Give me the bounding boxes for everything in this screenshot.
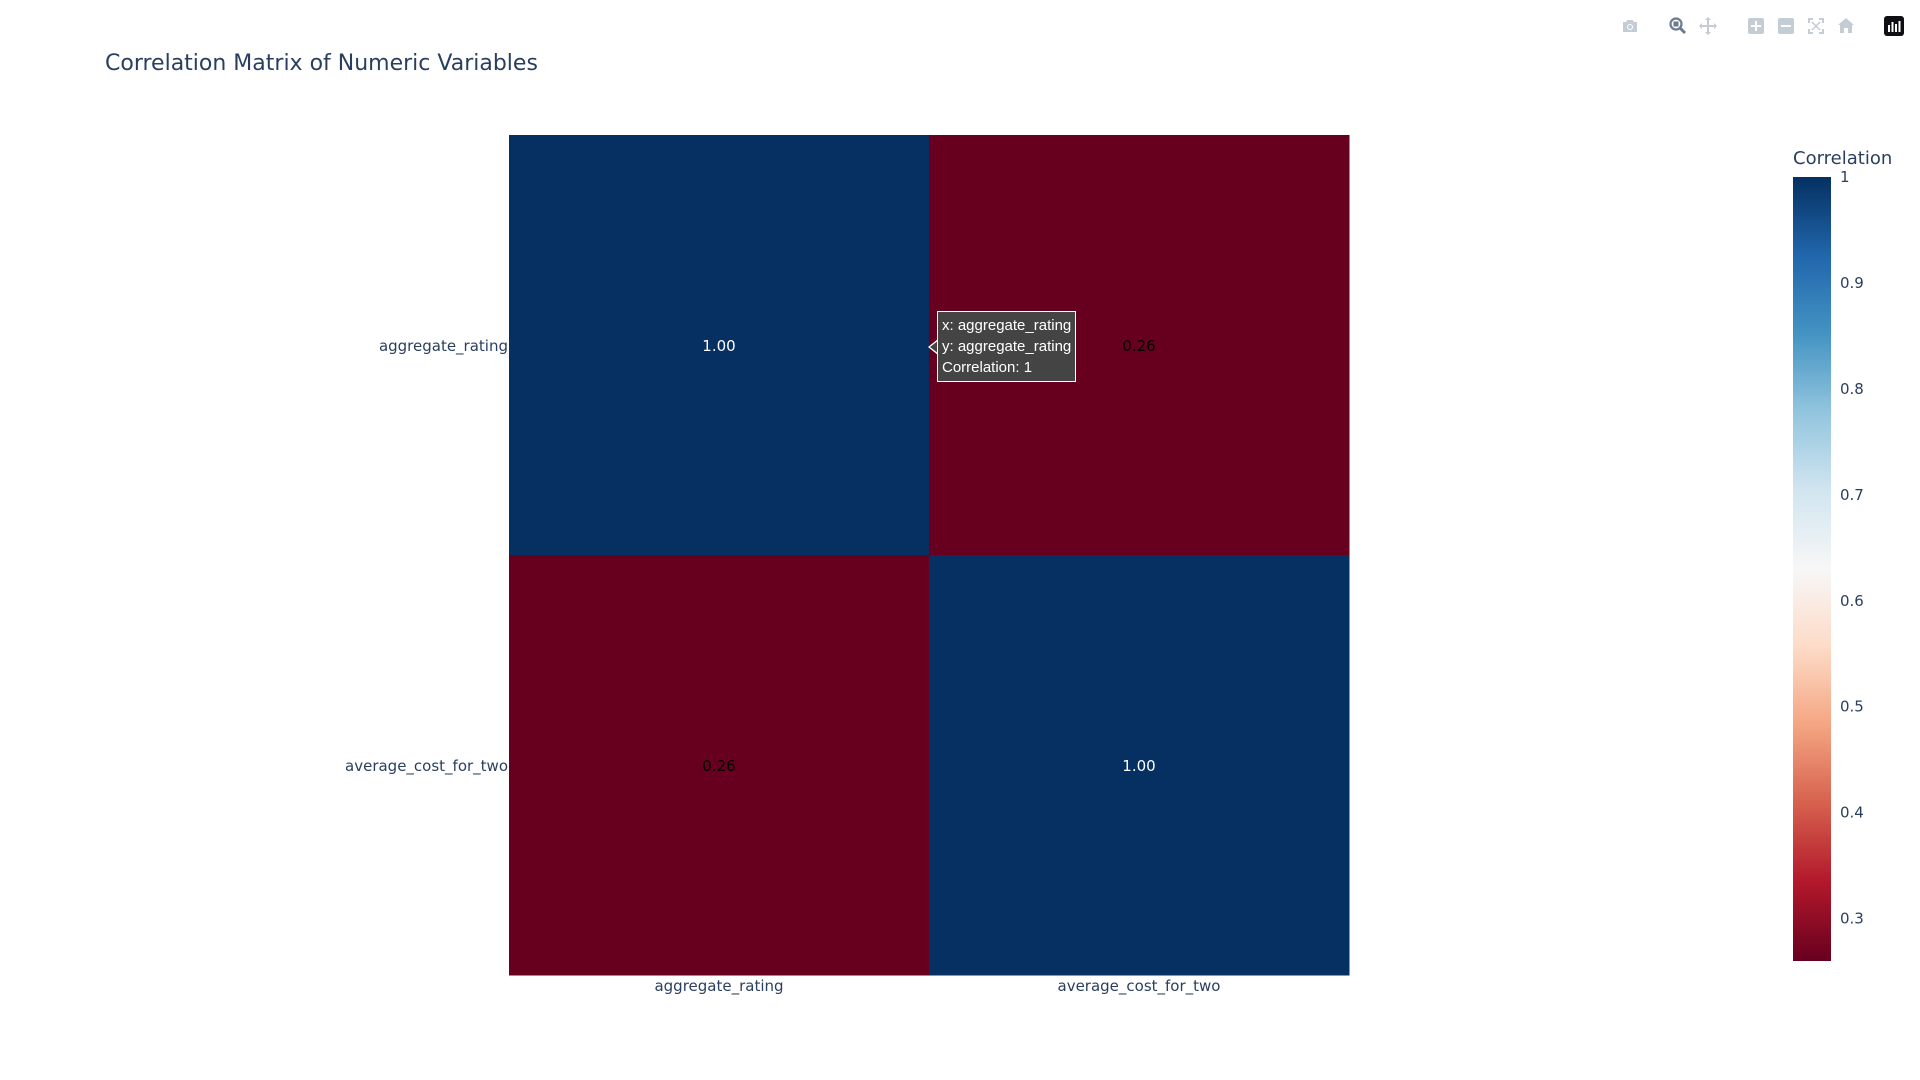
heatmap-cell-label: 0.26 — [702, 757, 735, 775]
y-tick-label: aggregate_rating — [379, 337, 508, 356]
tooltip-x: x: aggregate_rating — [942, 317, 1072, 334]
x-tick-label: average_cost_for_two — [1058, 977, 1221, 996]
heatmap-cell[interactable] — [509, 135, 930, 556]
zoom-out-icon[interactable] — [1774, 14, 1798, 38]
heatmap-cell[interactable] — [929, 555, 1350, 976]
home-icon[interactable] — [1834, 14, 1858, 38]
colorbar-tick-label: 0.7 — [1840, 486, 1864, 504]
heatmap-cell-label: 1.00 — [1122, 757, 1155, 775]
colorbar — [1793, 177, 1831, 961]
colorbar-tick-label: 0.8 — [1840, 380, 1864, 398]
y-tick-label: average_cost_for_two — [345, 757, 508, 776]
tooltip-value: Correlation: 1 — [942, 359, 1033, 376]
pan-icon[interactable] — [1696, 14, 1720, 38]
heatmap-cells — [509, 135, 1350, 976]
colorbar-tick-label: 0.9 — [1840, 274, 1864, 292]
hover-tooltip: x: aggregate_rating y: aggregate_rating … — [937, 311, 1077, 382]
heatmap-cell-label: 0.26 — [1122, 337, 1155, 355]
heatmap-cell[interactable] — [509, 555, 930, 976]
colorbar-tick-label: 0.5 — [1840, 698, 1864, 716]
colorbar-tick-label: 1 — [1840, 168, 1850, 186]
heatmap-cell-label: 1.00 — [702, 337, 735, 355]
x-axis-tick-labels: aggregate_rating average_cost_for_two — [654, 977, 1220, 996]
heatmap-cell-labels: 1.00 0.26 0.26 1.00 — [702, 337, 1155, 775]
colorbar-tick-label: 0.6 — [1840, 592, 1864, 610]
zoom-in-icon[interactable] — [1744, 14, 1768, 38]
y-axis-tick-labels: aggregate_rating average_cost_for_two — [345, 337, 508, 776]
autoscale-icon[interactable] — [1804, 14, 1828, 38]
tooltip-y: y: aggregate_rating — [942, 338, 1072, 355]
chart-title: Correlation Matrix of Numeric Variables — [105, 51, 538, 76]
colorbar-title: Correlation — [1793, 148, 1892, 169]
colorbar-tick-label: 0.4 — [1840, 804, 1864, 822]
camera-icon[interactable] — [1618, 14, 1642, 38]
plotly-logo-icon[interactable] — [1882, 14, 1906, 38]
colorbar-tick-label: 0.3 — [1840, 910, 1864, 928]
tooltip-arrow-inner — [930, 340, 939, 354]
modebar — [1618, 14, 1906, 38]
colorbar-tick-labels: 0.3 0.4 0.5 0.6 0.7 0.8 0.9 1 — [1840, 168, 1864, 928]
x-tick-label: aggregate_rating — [654, 977, 783, 996]
zoom-icon[interactable] — [1666, 14, 1690, 38]
